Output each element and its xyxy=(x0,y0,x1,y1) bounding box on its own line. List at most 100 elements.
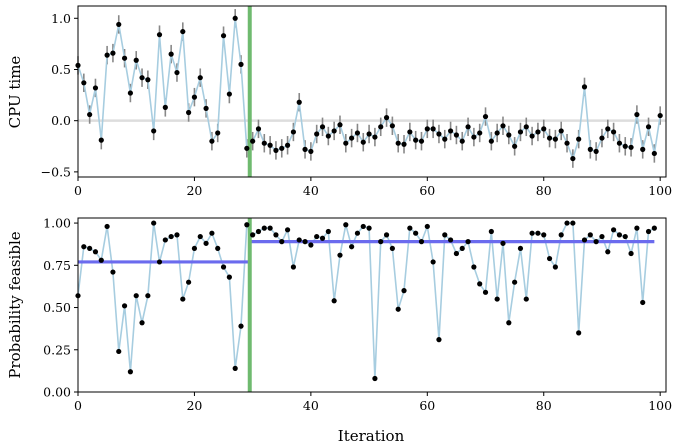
data-point xyxy=(628,144,634,150)
data-point xyxy=(325,228,331,235)
data-point xyxy=(494,296,500,302)
data-point xyxy=(168,51,174,57)
x-tick-label: 60 xyxy=(419,183,435,198)
data-point xyxy=(168,233,174,240)
data-point xyxy=(477,130,483,136)
data-point xyxy=(471,264,477,270)
data-point xyxy=(337,252,343,258)
data-point xyxy=(127,90,133,96)
data-point xyxy=(605,126,611,132)
data-point xyxy=(110,269,116,275)
data-point xyxy=(546,135,553,141)
data-point xyxy=(349,244,355,250)
data-point xyxy=(151,220,157,226)
data-point xyxy=(296,99,302,105)
data-point xyxy=(191,94,198,100)
data-point xyxy=(465,124,471,130)
data-point xyxy=(360,139,366,145)
series-line xyxy=(77,222,655,379)
data-point xyxy=(418,138,425,144)
data-point xyxy=(151,128,157,134)
data-point xyxy=(640,299,646,306)
data-point xyxy=(162,104,168,110)
data-point xyxy=(354,230,361,236)
data-point xyxy=(209,138,215,144)
data-point xyxy=(657,112,663,119)
data-point xyxy=(587,146,593,152)
data-point xyxy=(220,33,227,39)
data-point xyxy=(98,137,104,143)
data-point xyxy=(395,140,401,146)
x-tick-label: 0 xyxy=(74,398,82,413)
data-point xyxy=(331,128,337,134)
data-point xyxy=(343,222,349,228)
data-point xyxy=(319,124,326,130)
y-tick-label: 0.0 xyxy=(51,113,71,128)
data-point xyxy=(191,245,198,252)
data-point xyxy=(447,237,454,243)
data-point xyxy=(145,77,151,83)
data-point xyxy=(372,134,378,140)
data-point xyxy=(127,369,133,375)
data-point xyxy=(535,129,541,135)
data-point xyxy=(541,126,547,132)
data-point xyxy=(121,55,128,61)
x-tick-label: 20 xyxy=(186,398,202,413)
probability-feasible-panel: 0 20 40 60 80 100 0.00 0.25 0.50 0.75 1.00 xyxy=(43,216,672,413)
data-point xyxy=(564,220,570,226)
data-point xyxy=(459,138,465,144)
data-point xyxy=(238,61,244,67)
data-point xyxy=(640,146,646,152)
data-point xyxy=(87,111,93,118)
data-point xyxy=(180,296,186,302)
data-point xyxy=(558,128,564,134)
data-point xyxy=(616,140,623,146)
data-point xyxy=(308,242,314,248)
data-point xyxy=(156,259,163,265)
data-point xyxy=(389,123,395,129)
data-point xyxy=(401,141,407,147)
data-point xyxy=(494,130,500,136)
data-point xyxy=(558,232,564,238)
data-point xyxy=(279,145,285,151)
data-point xyxy=(576,136,582,142)
data-point xyxy=(180,28,186,35)
data-point xyxy=(378,239,384,245)
data-point xyxy=(226,91,232,97)
data-point xyxy=(488,138,494,144)
x-tick-label: 0 xyxy=(74,183,82,198)
data-point xyxy=(465,239,471,245)
data-point xyxy=(314,131,320,137)
data-point xyxy=(110,50,116,56)
data-point xyxy=(506,132,512,138)
data-point xyxy=(139,75,145,81)
y-tick-label: −0.5 xyxy=(41,164,71,179)
data-point xyxy=(162,237,168,243)
data-point xyxy=(459,245,465,252)
data-point xyxy=(284,227,291,233)
data-point xyxy=(261,225,267,231)
data-point xyxy=(593,239,599,245)
cpu-time-ylabel: CPU time xyxy=(6,56,24,129)
data-point xyxy=(226,274,232,280)
data-point xyxy=(92,85,99,91)
data-point xyxy=(517,245,524,252)
data-point xyxy=(250,232,256,238)
iteration-xlabel: Iteration xyxy=(338,427,405,445)
data-point xyxy=(372,375,378,382)
data-point xyxy=(442,136,448,142)
data-point xyxy=(535,230,541,236)
data-point xyxy=(576,330,582,336)
data-point xyxy=(302,146,308,152)
y-tick-label: 0.75 xyxy=(43,258,71,273)
data-point xyxy=(81,80,87,86)
data-point xyxy=(354,130,361,136)
data-point xyxy=(209,230,215,236)
axes-frame xyxy=(77,5,667,178)
data-point xyxy=(273,232,279,238)
data-point xyxy=(220,264,227,270)
data-point xyxy=(651,225,657,231)
data-point xyxy=(349,135,355,141)
data-point xyxy=(244,145,250,151)
